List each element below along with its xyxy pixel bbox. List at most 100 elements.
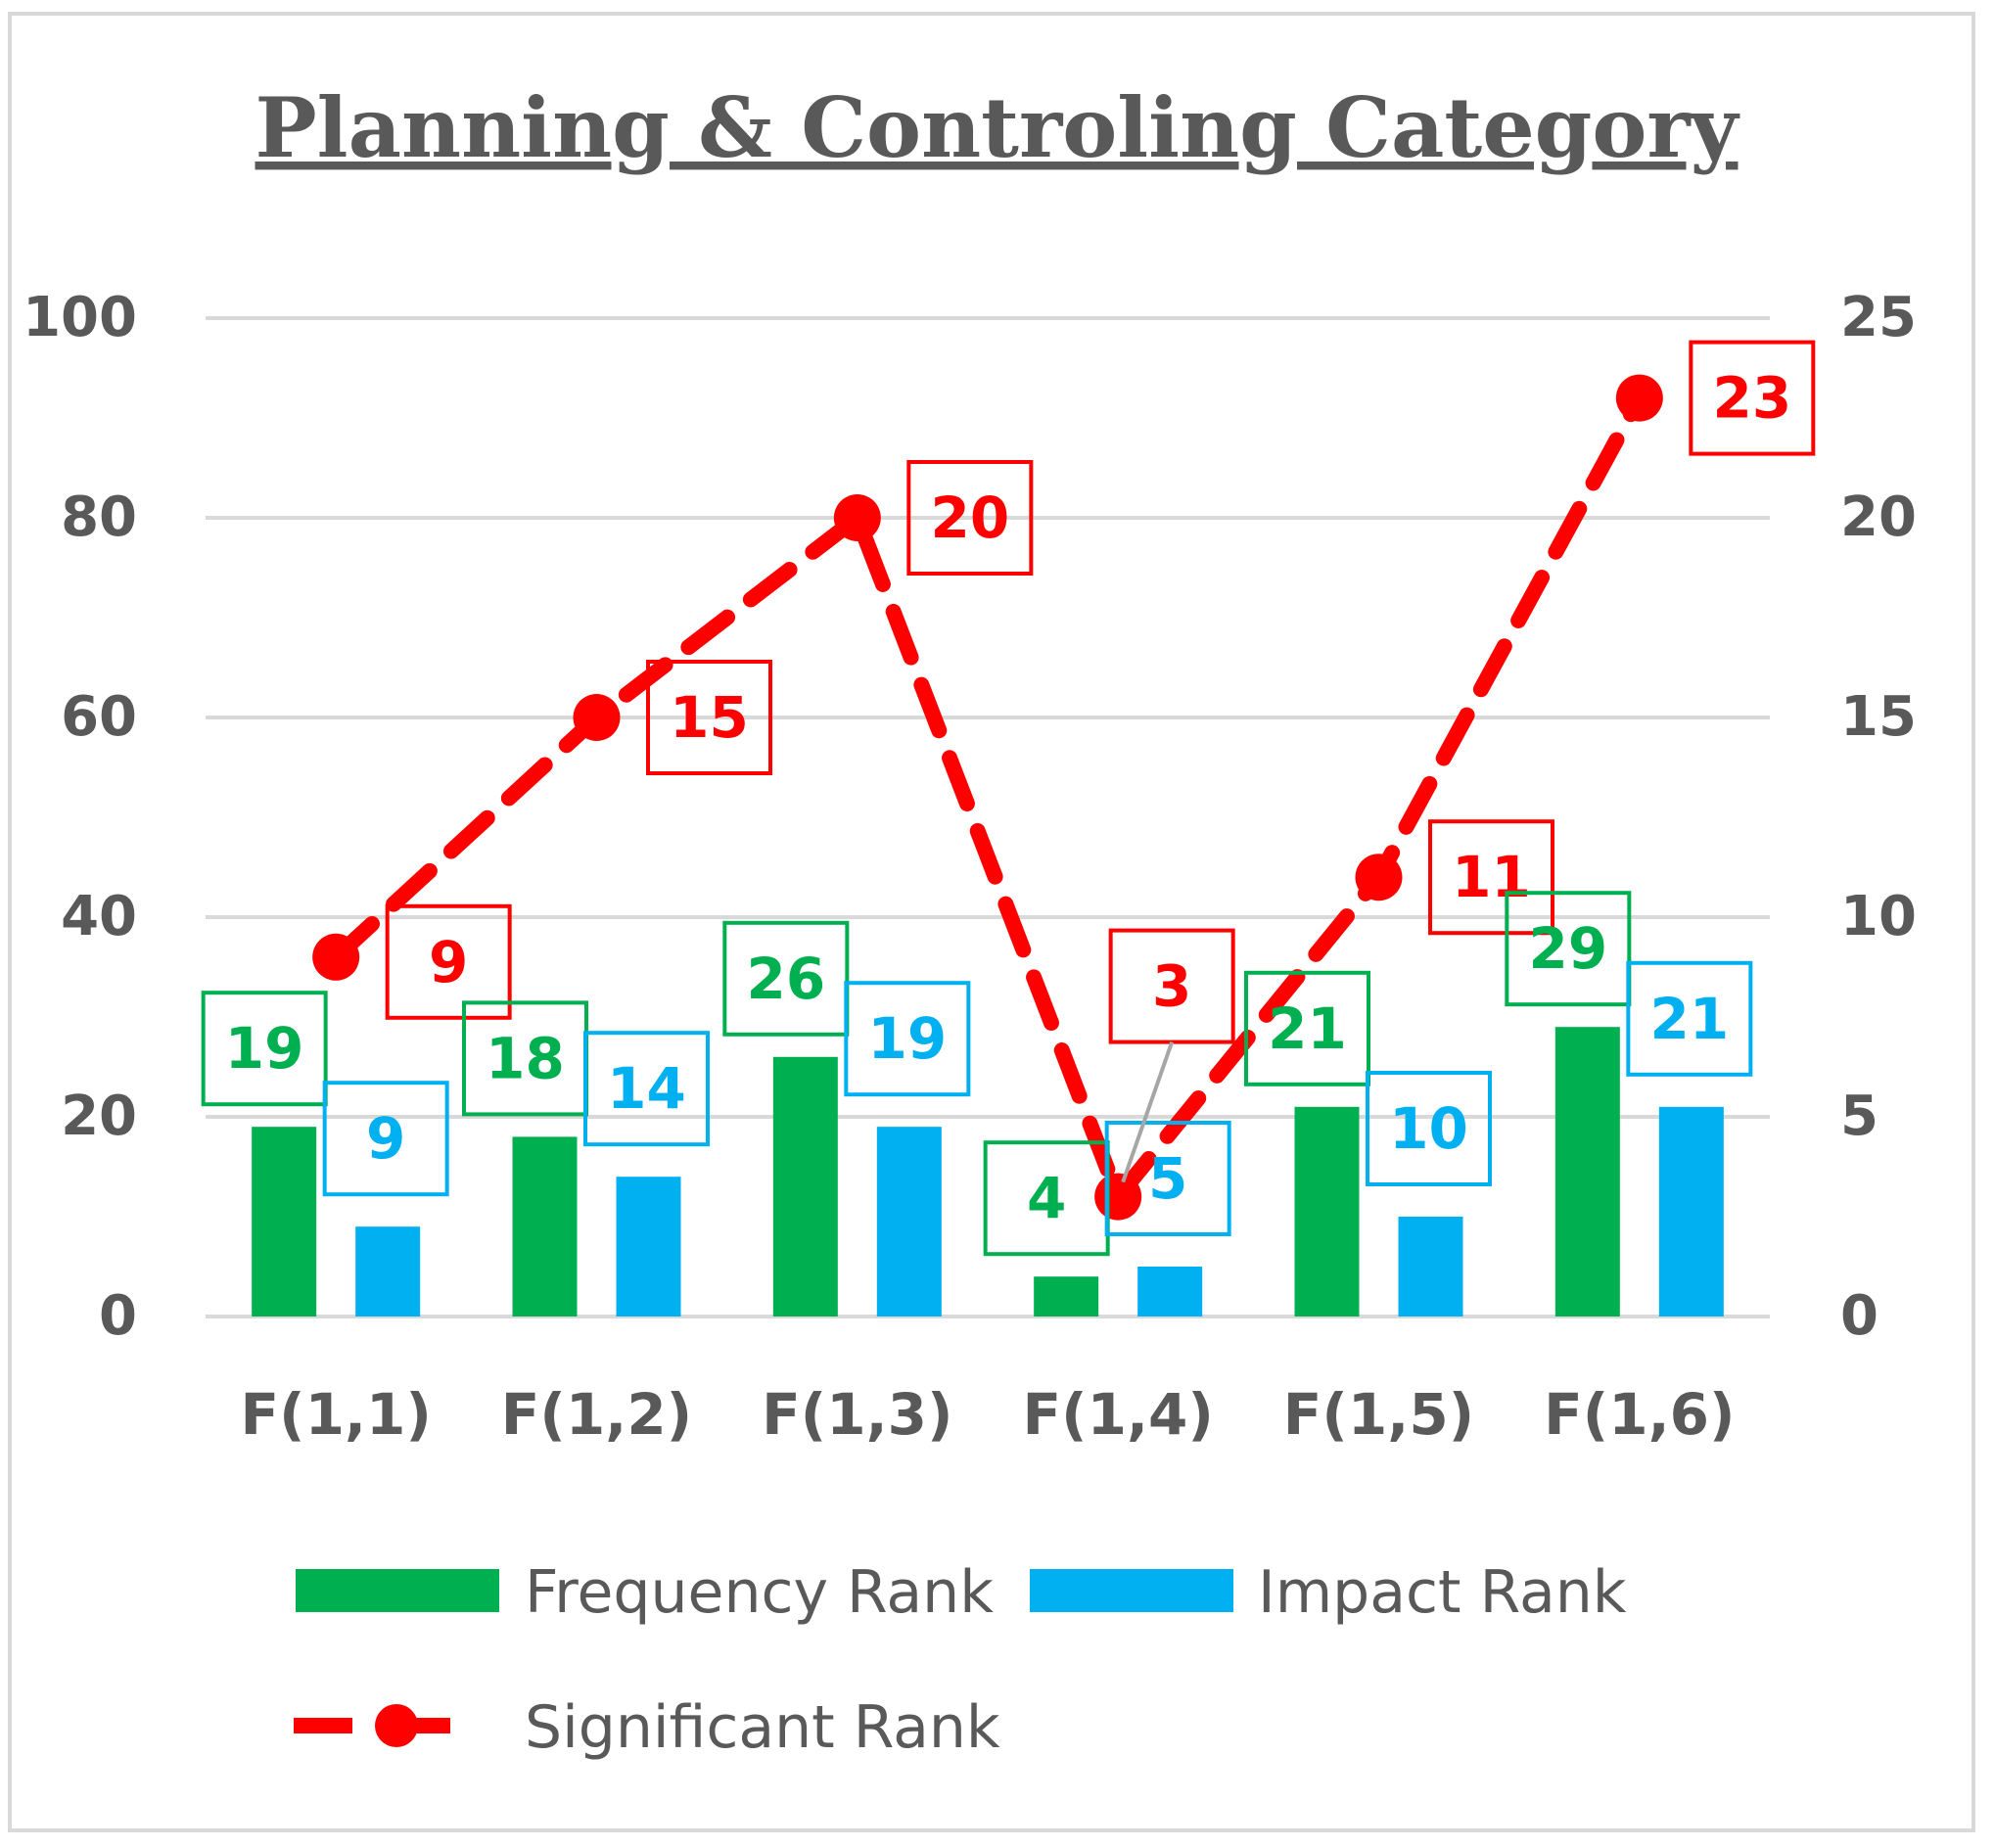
frequency-label-1-box xyxy=(201,991,328,1107)
frequency-label-4-text: 4 xyxy=(1027,1165,1066,1231)
impact-label-4: 5 xyxy=(1104,1121,1231,1236)
frequency-label-1-text: 19 xyxy=(225,1015,304,1082)
impact-bar-4 xyxy=(1137,1267,1203,1317)
impact-label-1: 9 xyxy=(322,1081,449,1197)
significant-rank-point-2 xyxy=(573,694,621,741)
significant-label-6-box xyxy=(1689,340,1816,456)
legend: Frequency Rank Impact Rank Significant Ran… xyxy=(294,1558,1627,1762)
impact-label-3-text: 19 xyxy=(867,1005,947,1072)
right-axis-tick-label: 0 xyxy=(1840,1284,1878,1348)
impact-bar-1 xyxy=(355,1226,421,1317)
right-axis-tick-label: 15 xyxy=(1840,685,1917,749)
frequency-label-2: 18 xyxy=(462,1000,588,1117)
right-axis-tick-label: 5 xyxy=(1840,1085,1878,1148)
label-leader-line xyxy=(1121,1040,1175,1183)
right-axis-tick-label: 25 xyxy=(1840,286,1917,349)
frequency-label-5: 21 xyxy=(1244,970,1370,1086)
legend-item-significant-rank: Significant Rank xyxy=(294,1693,1000,1762)
frequency-label-3-text: 26 xyxy=(746,946,825,1012)
impact-label-6-text: 21 xyxy=(1649,986,1729,1052)
x-axis-label-2: F(1,2) xyxy=(501,1381,692,1448)
x-axis-label-5: F(1,5) xyxy=(1283,1381,1474,1448)
left-axis-tick-label: 0 xyxy=(99,1284,137,1348)
right-axis: 0 5 10 15 20 25 xyxy=(1840,286,1917,1348)
frequency-label-4: 4 xyxy=(983,1140,1110,1257)
frequency-bar-1 xyxy=(252,1127,317,1317)
chart-frame xyxy=(8,12,1975,1832)
legend-item-impact-rank: Impact Rank xyxy=(1030,1558,1627,1627)
significant-label-2-box xyxy=(646,660,772,775)
impact-label-5: 10 xyxy=(1366,1071,1492,1186)
frequency-bar-3 xyxy=(772,1056,838,1317)
frequency-label-1: 19 xyxy=(201,991,328,1107)
legend-label-impact: Impact Rank xyxy=(1258,1558,1627,1627)
x-axis: F(1,1) F(1,2) F(1,3) F(1,4) F(1,5) F(1,6) xyxy=(240,1381,1735,1448)
bar-series xyxy=(252,1027,1724,1317)
frequency-label-5-text: 21 xyxy=(1268,995,1347,1062)
significant-label-2-text: 15 xyxy=(670,684,749,751)
left-axis-tick-label: 100 xyxy=(23,286,137,349)
impact-label-5-box xyxy=(1366,1071,1492,1186)
x-axis-label-1: F(1,1) xyxy=(240,1381,431,1448)
impact-label-6: 21 xyxy=(1626,960,1753,1077)
significant-label-3: 20 xyxy=(906,460,1034,576)
impact-label-2-box xyxy=(583,1031,710,1147)
gridlines xyxy=(206,316,1770,1318)
significant-label-5-text: 11 xyxy=(1452,844,1531,910)
frequency-label-3-box xyxy=(722,920,850,1037)
x-axis-label-3: F(1,3) xyxy=(762,1381,952,1448)
x-axis-label-6: F(1,6) xyxy=(1544,1381,1735,1448)
significant-label-4: 3 xyxy=(1108,928,1235,1044)
significant-label-1: 9 xyxy=(385,903,512,1020)
x-axis-label-4: F(1,4) xyxy=(1022,1381,1213,1448)
frequency-bar-2 xyxy=(512,1136,578,1317)
significant-label-4-text: 3 xyxy=(1152,953,1191,1020)
significant-label-6: 23 xyxy=(1689,340,1816,456)
impact-bar-3 xyxy=(876,1127,942,1317)
impact-bar-2 xyxy=(616,1177,681,1317)
left-axis-tick-label: 20 xyxy=(61,1085,137,1148)
significant-rank-point-5 xyxy=(1355,854,1403,901)
impact-label-1-box xyxy=(322,1081,449,1197)
legend-swatch-significant-marker xyxy=(375,1704,418,1747)
frequency-label-3: 26 xyxy=(722,920,850,1037)
frequency-label-6: 29 xyxy=(1505,891,1632,1007)
impact-bar-6 xyxy=(1658,1106,1724,1317)
legend-item-frequency-rank: Frequency Rank xyxy=(296,1558,994,1627)
significant-rank-point-4 xyxy=(1094,1173,1142,1221)
impact-label-4-box xyxy=(1104,1121,1231,1236)
legend-label-frequency: Frequency Rank xyxy=(525,1558,994,1627)
frequency-label-6-box xyxy=(1505,891,1632,1007)
impact-label-4-text: 5 xyxy=(1148,1145,1187,1212)
left-axis-tick-label: 80 xyxy=(61,485,137,549)
right-axis-tick-label: 20 xyxy=(1840,485,1917,549)
impact-label-3-box xyxy=(844,981,971,1097)
legend-swatch-impact xyxy=(1030,1569,1233,1612)
left-axis-tick-label: 40 xyxy=(61,885,137,948)
left-axis: 0 20 40 60 80 100 xyxy=(23,286,137,1348)
frequency-label-6-text: 29 xyxy=(1528,915,1607,982)
right-axis-tick-label: 10 xyxy=(1840,885,1917,948)
impact-label-6-box xyxy=(1626,960,1753,1077)
significant-rank-line xyxy=(328,390,1647,1213)
legend-swatch-frequency xyxy=(296,1569,499,1612)
significant-label-1-box xyxy=(385,903,512,1020)
significant-rank-point-3 xyxy=(833,494,881,541)
frequency-bar-4 xyxy=(1034,1276,1099,1317)
significant-label-5: 11 xyxy=(1428,819,1554,936)
significant-rank-point-6 xyxy=(1615,374,1663,422)
significant-label-3-box xyxy=(906,460,1034,576)
impact-bar-5 xyxy=(1398,1217,1463,1317)
chart-title: Planning & Controling Category xyxy=(255,79,1740,176)
significant-label-5-box xyxy=(1428,819,1554,936)
significant-label-3-text: 20 xyxy=(930,485,1009,551)
frequency-label-2-text: 18 xyxy=(486,1025,565,1091)
legend-label-significant: Significant Rank xyxy=(525,1693,1000,1762)
significant-label-1-text: 9 xyxy=(429,929,468,995)
frequency-bar-5 xyxy=(1294,1106,1360,1317)
frequency-bar-6 xyxy=(1554,1027,1620,1317)
impact-label-2: 14 xyxy=(583,1031,710,1147)
impact-label-5-text: 10 xyxy=(1389,1095,1468,1162)
